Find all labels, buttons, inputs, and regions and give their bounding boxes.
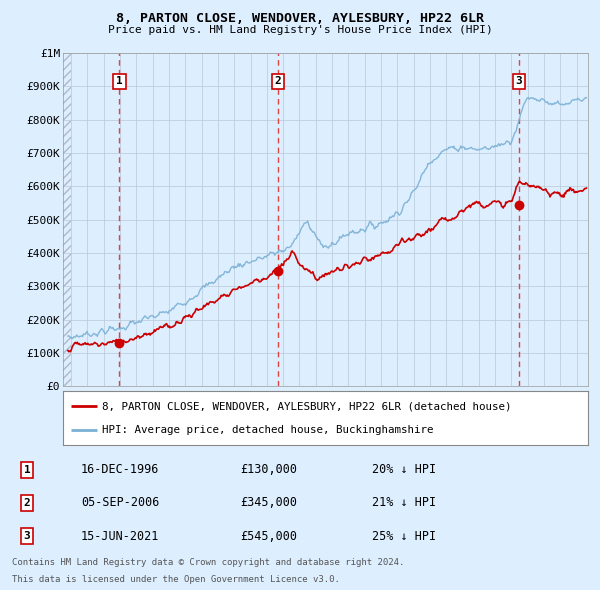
Text: 8, PARTON CLOSE, WENDOVER, AYLESBURY, HP22 6LR (detached house): 8, PARTON CLOSE, WENDOVER, AYLESBURY, HP… (103, 401, 512, 411)
Text: This data is licensed under the Open Government Licence v3.0.: This data is licensed under the Open Gov… (12, 575, 340, 584)
Text: 2: 2 (23, 498, 31, 508)
Text: 3: 3 (23, 531, 31, 541)
Text: £345,000: £345,000 (240, 496, 297, 510)
Point (273, 267, 283, 276)
Text: 3: 3 (515, 77, 522, 86)
Text: 2: 2 (275, 77, 281, 86)
Bar (63, 53, 71, 386)
Point (115, 339, 124, 348)
Text: 8, PARTON CLOSE, WENDOVER, AYLESBURY, HP22 6LR: 8, PARTON CLOSE, WENDOVER, AYLESBURY, HP… (116, 12, 484, 25)
Text: 1: 1 (116, 77, 123, 86)
Text: HPI: Average price, detached house, Buckinghamshire: HPI: Average price, detached house, Buck… (103, 425, 434, 435)
Text: 15-JUN-2021: 15-JUN-2021 (81, 529, 160, 543)
Point (514, 200, 524, 209)
Text: 25% ↓ HPI: 25% ↓ HPI (372, 529, 436, 543)
Text: 1: 1 (23, 465, 31, 475)
Text: 05-SEP-2006: 05-SEP-2006 (81, 496, 160, 510)
Text: £545,000: £545,000 (240, 529, 297, 543)
Text: 20% ↓ HPI: 20% ↓ HPI (372, 463, 436, 477)
Text: Contains HM Land Registry data © Crown copyright and database right 2024.: Contains HM Land Registry data © Crown c… (12, 558, 404, 567)
Text: Price paid vs. HM Land Registry's House Price Index (HPI): Price paid vs. HM Land Registry's House … (107, 25, 493, 35)
Text: 16-DEC-1996: 16-DEC-1996 (81, 463, 160, 477)
Text: £130,000: £130,000 (240, 463, 297, 477)
Text: 21% ↓ HPI: 21% ↓ HPI (372, 496, 436, 510)
